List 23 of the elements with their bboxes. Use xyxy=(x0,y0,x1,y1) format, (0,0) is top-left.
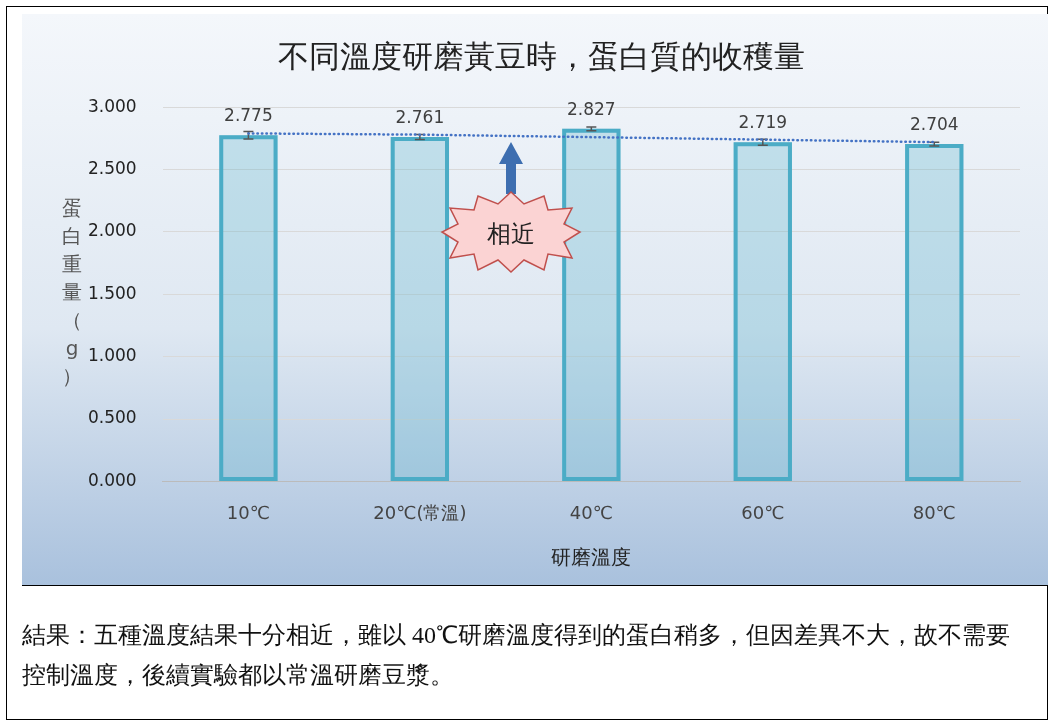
y-tick-label: 3.000 xyxy=(88,95,137,116)
y-tick-label: 2.500 xyxy=(88,157,137,178)
annotation: 相近 xyxy=(486,219,536,250)
data-label: 2.775 xyxy=(224,105,273,126)
x-axis-title: 研磨溫度 xyxy=(551,545,632,570)
y-tick-label: 2.000 xyxy=(88,220,137,241)
x-tick-label: 80℃ xyxy=(912,501,956,523)
data-label: 2.719 xyxy=(738,112,788,133)
x-tick-label: 40℃ xyxy=(569,501,613,523)
chart-title: 不同溫度研磨黃豆時，蛋白質的收穫量 xyxy=(277,37,805,74)
y-tick-label: 0.000 xyxy=(88,469,137,490)
text: 結果：五種溫度結果十分相近，雖以 40℃研磨溫度得到的蛋白稍多，但因差異不大，故不需要控制溫度，後續實驗都以常溫研磨豆漿。 xyxy=(22,621,1011,690)
y-tick-label: 1.000 xyxy=(88,345,137,366)
x-tick-label: 60℃ xyxy=(741,501,785,523)
data-label: 2.761 xyxy=(395,107,445,128)
x-tick-label: 10℃ xyxy=(226,501,270,523)
line-series xyxy=(247,132,936,144)
y-axis-title: 蛋白重量（g） xyxy=(61,195,83,390)
y-tick-label: 1.500 xyxy=(88,282,137,303)
y-tick-label: 0.500 xyxy=(88,407,137,428)
data-label: 2.827 xyxy=(567,98,616,119)
x-tick-label: 20℃(常溫) xyxy=(373,501,467,523)
data-label: 2.704 xyxy=(909,114,959,135)
